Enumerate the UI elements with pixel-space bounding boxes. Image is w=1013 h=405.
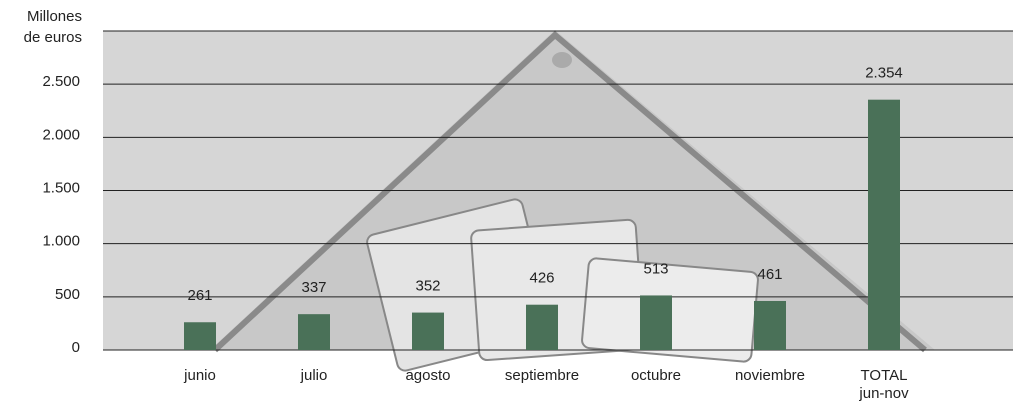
y-tick-label: 2.500 bbox=[42, 73, 80, 90]
y-tick-label: 1.000 bbox=[42, 233, 80, 250]
x-tick-label: septiembre bbox=[482, 367, 602, 385]
x-tick-label: agosto bbox=[368, 367, 488, 385]
bar bbox=[640, 295, 672, 350]
bar bbox=[298, 314, 330, 350]
bar bbox=[526, 305, 558, 350]
decor-dot bbox=[552, 52, 572, 68]
y-tick-label: 500 bbox=[55, 286, 80, 303]
x-tick-label: TOTAL jun-nov bbox=[824, 367, 944, 403]
y-tick-label: 1.500 bbox=[42, 179, 80, 196]
x-tick-label: noviembre bbox=[710, 367, 830, 385]
value-label: 461 bbox=[757, 266, 782, 283]
plot: 0 500 1.000 1.500 2.000 2.500 261 337 352 426 513 4… bbox=[0, 0, 1013, 405]
bar bbox=[184, 322, 216, 350]
y-tick-label: 0 bbox=[72, 339, 80, 356]
y-axis-title: Millones de euros bbox=[0, 6, 82, 48]
bar bbox=[868, 100, 900, 350]
value-label: 513 bbox=[643, 260, 668, 277]
value-label: 261 bbox=[187, 287, 212, 304]
x-tick-label: julio bbox=[254, 367, 374, 385]
value-label: 337 bbox=[301, 279, 326, 296]
value-label: 426 bbox=[529, 270, 554, 287]
value-label: 352 bbox=[415, 278, 440, 295]
bar bbox=[754, 301, 786, 350]
chart: 0 500 1.000 1.500 2.000 2.500 261 337 352 426 513 4… bbox=[0, 0, 1013, 405]
y-tick-label: 2.000 bbox=[42, 126, 80, 143]
x-tick-label: octubre bbox=[596, 367, 716, 385]
value-label: 2.354 bbox=[865, 65, 903, 82]
bar bbox=[412, 313, 444, 350]
x-tick-label: junio bbox=[140, 367, 260, 385]
